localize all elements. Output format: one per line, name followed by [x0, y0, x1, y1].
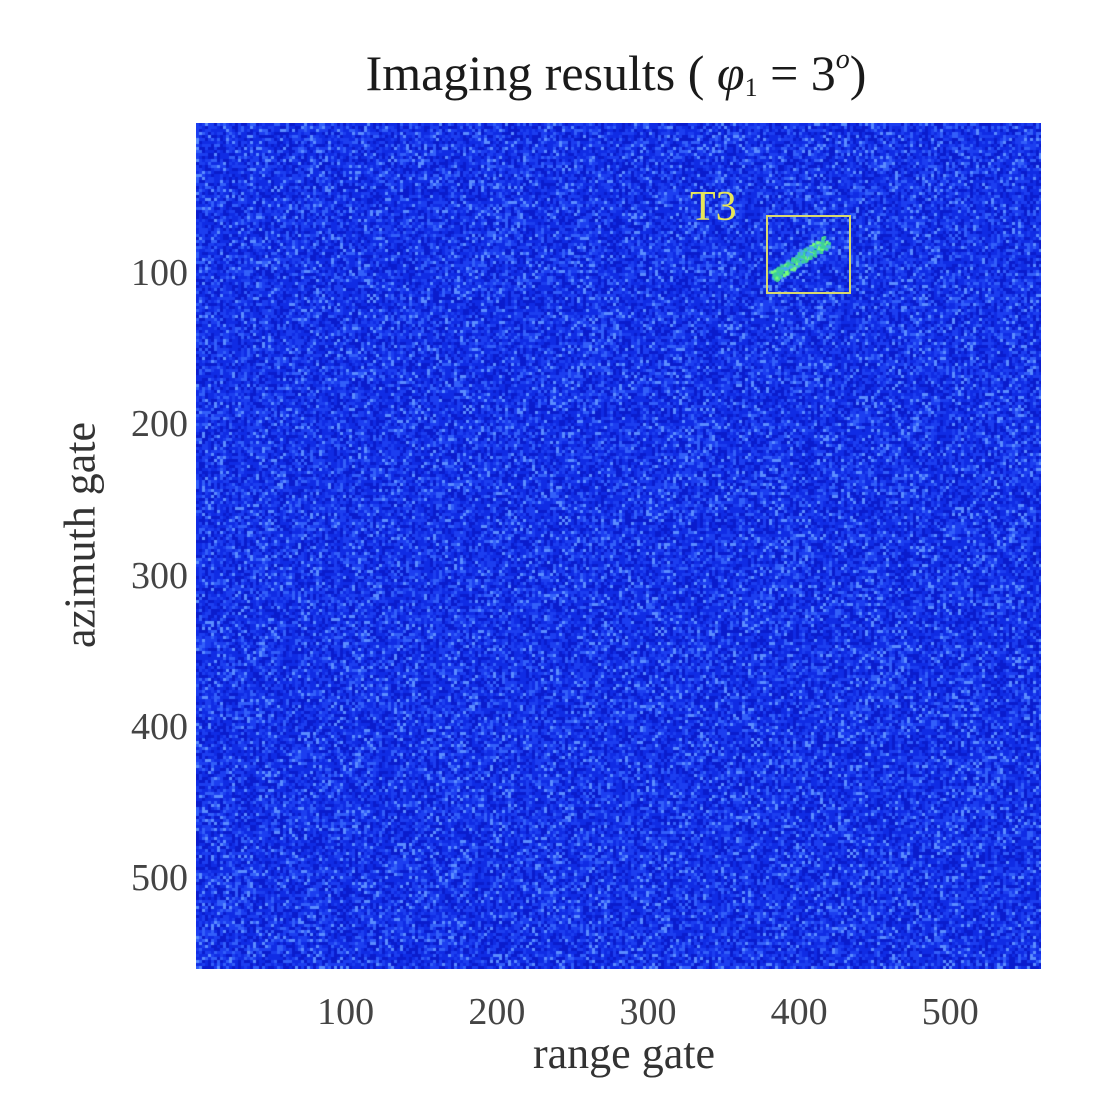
heatmap-image [196, 123, 1041, 969]
x-tick-label: 500 [921, 991, 979, 1033]
x-tick-label: 400 [770, 991, 828, 1033]
y-tick-label: 100 [131, 251, 188, 294]
y-tick-label: 300 [131, 554, 188, 597]
title-suffix: ) [849, 45, 867, 101]
chart-title: Imaging results ( φ1 = 3o) [0, 44, 1116, 103]
x-axis-label: range gate [533, 1029, 715, 1078]
y-tick-label: 200 [131, 403, 188, 446]
target-box-t3 [765, 215, 851, 294]
title-equals: = 3 [757, 45, 836, 101]
x-tick-label: 200 [468, 991, 526, 1033]
x-tick-label: 100 [317, 991, 375, 1033]
y-tick-label: 500 [131, 857, 188, 900]
y-tick-label: 400 [131, 705, 188, 748]
target-label-t3: T3 [690, 184, 737, 230]
heatmap-plot-area [196, 123, 1041, 969]
title-degree: o [835, 44, 850, 75]
title-variable: φ [716, 45, 745, 101]
title-prefix: Imaging results ( [365, 45, 717, 101]
x-tick-label: 300 [619, 991, 677, 1033]
y-axis-label: azimuth gate [55, 421, 105, 649]
title-subscript: 1 [744, 73, 758, 102]
